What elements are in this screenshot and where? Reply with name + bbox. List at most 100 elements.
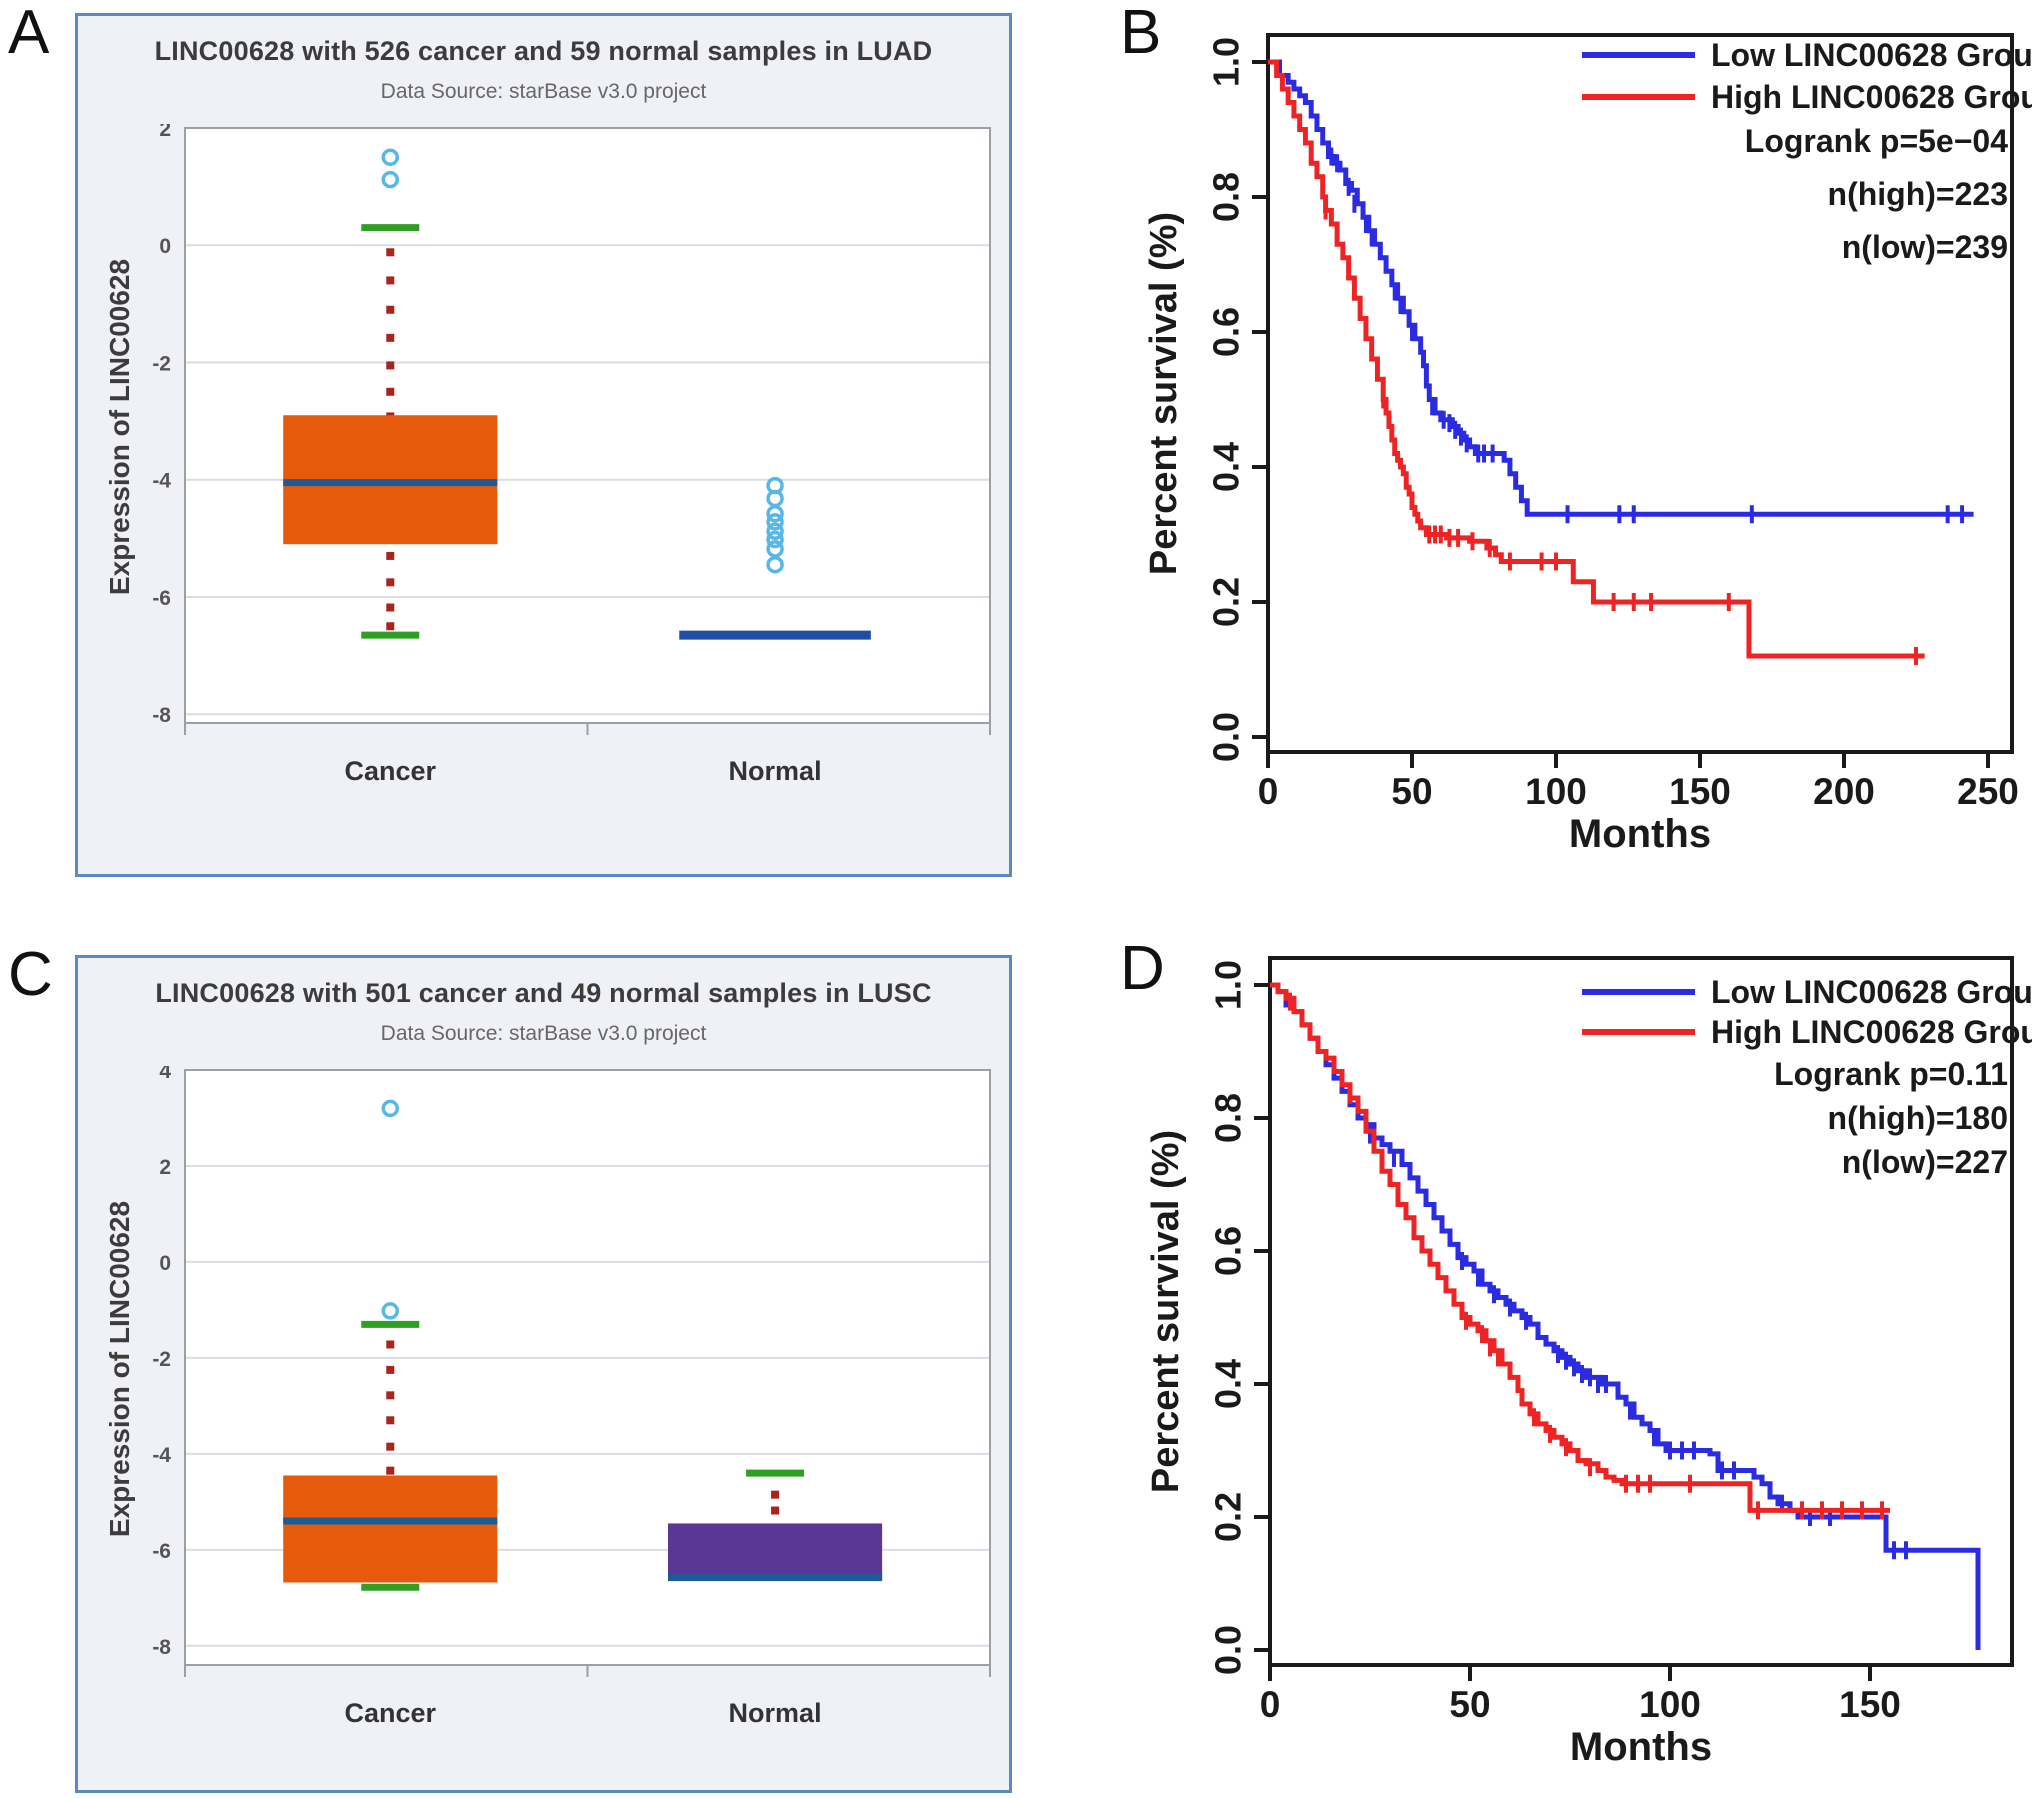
survival-curve-high-group — [1268, 59, 1925, 665]
legend: Low LINC00628 Group High LINC00628 Group — [1582, 37, 2032, 115]
panel-b-letter: B — [1120, 0, 1162, 67]
whisker-dot — [386, 248, 395, 257]
gridlines — [185, 244, 990, 716]
panel-d-letter: D — [1120, 934, 1165, 1003]
svg-text:150: 150 — [1839, 1684, 1901, 1725]
stat-line: n(low)=227 — [1842, 1144, 2008, 1180]
svg-text:100: 100 — [1525, 771, 1587, 812]
svg-text:0: 0 — [159, 1252, 171, 1275]
whisker-dot — [386, 1416, 395, 1425]
whisker-dot — [386, 1365, 395, 1374]
panel-a-title: LINC00628 with 526 cancer and 59 normal … — [154, 36, 933, 66]
panel-c-title: LINC00628 with 501 cancer and 49 normal … — [155, 978, 932, 1008]
whisker-dot — [386, 551, 395, 560]
category-label: Normal — [729, 756, 822, 786]
svg-text:0.8: 0.8 — [1208, 1093, 1249, 1143]
whisker-dot — [386, 1340, 395, 1349]
whisker-dot — [386, 578, 395, 587]
svg-text:-4: -4 — [152, 470, 171, 493]
outlier-point — [381, 1302, 400, 1320]
survival-curve-high-group — [1270, 982, 1890, 1520]
whisker-dot — [386, 1466, 395, 1475]
iqr-box — [283, 1475, 498, 1583]
whisker-dot — [771, 1506, 780, 1515]
box-group-cancer — [283, 148, 498, 639]
svg-text:0: 0 — [159, 235, 171, 258]
outlier-point — [381, 148, 400, 167]
svg-text:0.6: 0.6 — [1208, 1226, 1249, 1276]
x-axis: 0 50 100 150 — [1260, 1665, 1901, 1725]
whisker-dot — [386, 1391, 395, 1400]
panel-c-boxplot: LINC00628 with 501 cancer and 49 normal … — [75, 955, 1012, 1793]
outlier-point — [381, 1099, 400, 1118]
outlier-point — [766, 504, 784, 523]
whisker-dot — [386, 622, 395, 631]
panel-c-letter: C — [8, 940, 53, 1009]
svg-text:0: 0 — [1260, 1684, 1281, 1725]
svg-text:0: 0 — [1258, 771, 1279, 812]
box-groups — [283, 1099, 883, 1591]
outlier-point — [766, 522, 784, 541]
svg-text:-8: -8 — [152, 1636, 171, 1659]
panel-c-subtitle: Data Source: starBase v3.0 project — [380, 1022, 707, 1045]
x-axis-label: Months — [1570, 1725, 1712, 1769]
legend-label: Low LINC00628 Group — [1711, 37, 2032, 73]
panel-c-plot: 4 2 0 -2 -4 -6 -8 Cancer Normal — [152, 1066, 991, 1728]
svg-text:-6: -6 — [152, 1540, 171, 1563]
whisker-dot — [771, 1490, 780, 1499]
svg-text:4: 4 — [159, 1066, 171, 1083]
category-label: Cancer — [345, 756, 437, 786]
x-axis: 0 50 100 150 200 250 — [1258, 752, 2019, 812]
svg-text:-4: -4 — [152, 1444, 171, 1467]
outlier-point — [766, 513, 784, 531]
x-axis-label: Months — [1569, 812, 1711, 856]
panel-a-boxplot: LINC00628 with 526 cancer and 59 normal … — [75, 13, 1012, 877]
svg-text:0.8: 0.8 — [1206, 172, 1247, 222]
box-groups — [283, 148, 871, 640]
panel-a-plot: 2 0 -2 -4 -6 -8 Cancer Normal — [152, 124, 991, 786]
legend-label: High LINC00628 Group — [1711, 79, 2032, 115]
legend-label: Low LINC00628 Group — [1711, 974, 2032, 1010]
svg-text:1.0: 1.0 — [1208, 960, 1249, 1010]
stats: Logrank p=0.11 n(high)=180 n(low)=227 — [1774, 1056, 2008, 1180]
svg-text:-8: -8 — [152, 704, 171, 727]
svg-text:2: 2 — [159, 124, 171, 141]
survival-curve-low-group — [1268, 59, 1974, 524]
y-axis: 4 2 0 -2 -4 -6 -8 — [152, 1066, 171, 1659]
svg-text:50: 50 — [1391, 771, 1432, 812]
svg-text:50: 50 — [1449, 1684, 1490, 1725]
x-axis: Cancer Normal — [184, 1665, 991, 1728]
legend-label: High LINC00628 Group — [1711, 1014, 2032, 1050]
whisker-dot — [386, 1442, 395, 1451]
svg-text:0.4: 0.4 — [1208, 1359, 1249, 1409]
category-label: Cancer — [345, 1698, 437, 1728]
panel-a-subtitle: Data Source: starBase v3.0 project — [380, 80, 707, 103]
svg-text:250: 250 — [1957, 771, 2019, 812]
svg-text:0.2: 0.2 — [1208, 1492, 1249, 1542]
stat-line: n(high)=223 — [1828, 176, 2008, 212]
svg-text:-2: -2 — [152, 1348, 171, 1371]
svg-text:0.4: 0.4 — [1206, 442, 1247, 492]
legend: Low LINC00628 Group High LINC00628 Group — [1582, 974, 2032, 1050]
stat-line: n(low)=239 — [1842, 229, 2008, 265]
svg-text:200: 200 — [1813, 771, 1875, 812]
stat-line: Logrank p=0.11 — [1774, 1056, 2008, 1092]
box-group-cancer — [283, 1099, 498, 1591]
stat-line: n(high)=180 — [1828, 1100, 2008, 1136]
y-axis-label: Percent survival (%) — [1145, 1130, 1187, 1493]
whisker-dot — [386, 276, 395, 285]
svg-text:150: 150 — [1669, 771, 1731, 812]
stats: Logrank p=5e−04 n(high)=223 n(low)=239 — [1745, 123, 2008, 265]
panel-b-survival-plot: 1.0 0.8 0.6 0.4 0.2 0.0 0 50 100 150 200 250 Months P… — [1143, 33, 2032, 856]
y-axis-label: Percent survival (%) — [1143, 212, 1185, 575]
svg-text:0.2: 0.2 — [1206, 577, 1247, 627]
x-axis: Cancer Normal — [184, 723, 991, 786]
y-axis: 1.0 0.8 0.6 0.4 0.2 0.0 — [1206, 37, 1268, 762]
outlier-point — [766, 540, 784, 558]
svg-text:100: 100 — [1639, 1684, 1701, 1725]
outlier-point — [381, 170, 400, 189]
whisker-dot — [386, 603, 395, 612]
svg-text:0.6: 0.6 — [1206, 307, 1247, 357]
whisker-dot — [386, 387, 395, 396]
